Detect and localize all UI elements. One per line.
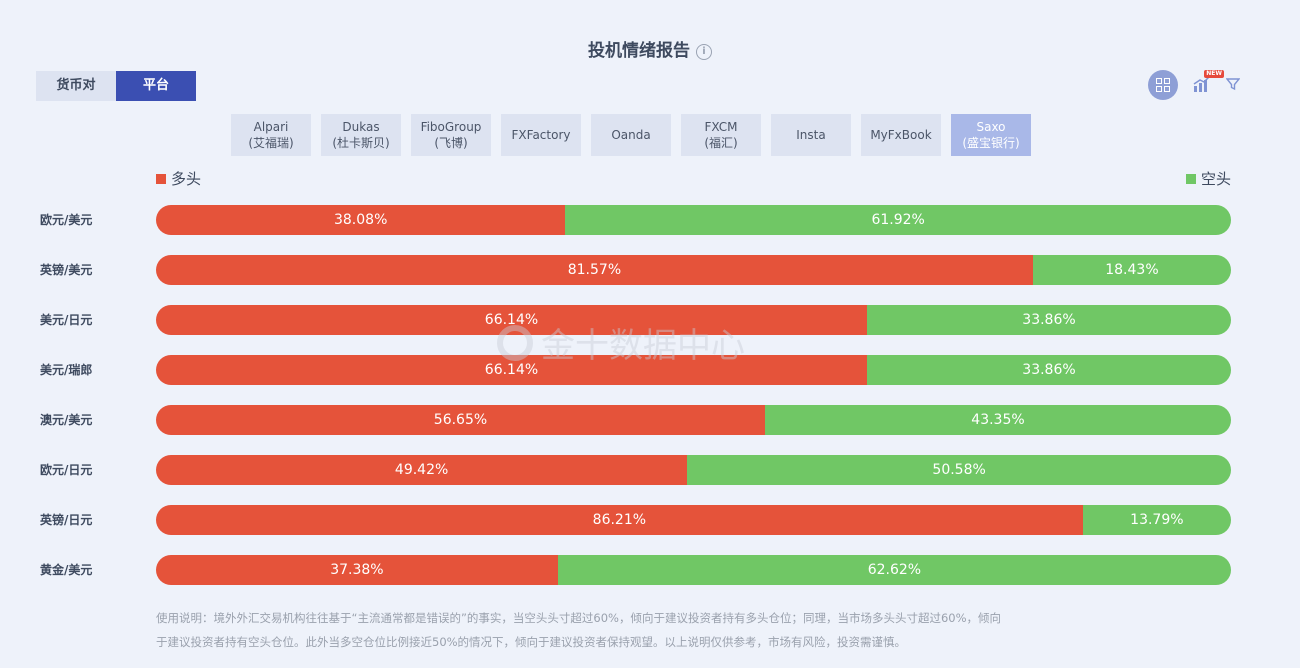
category-label: 欧元/日元 [40, 463, 93, 477]
legend-short-label: 空头 [1200, 170, 1231, 188]
legend-long: 多头 [156, 168, 201, 189]
platform-tab-myfxbook[interactable]: MyFxBook [861, 114, 941, 156]
bar-short-segment[interactable]: 61.92% [565, 205, 1231, 235]
bar-short-segment[interactable]: 43.35% [764, 405, 1231, 435]
sentiment-bar-row: 81.57% 18.43% [156, 255, 1231, 285]
usage-note-line: 于建议投资者持有空头仓位。此外当多空仓位比例接近50%的情况下，倾向于建议投资者… [156, 635, 907, 649]
legend-long-label: 多头 [171, 170, 202, 188]
bar-short-segment[interactable]: 62.62% [557, 555, 1231, 585]
sentiment-bar-row: 56.65% 43.35% [156, 405, 1231, 435]
platform-tab-saxo[interactable]: Saxo (盛宝银行) [951, 114, 1031, 156]
category-label: 美元/日元 [40, 313, 93, 327]
tab-platform[interactable]: 平台 [116, 71, 196, 101]
page-title: 投机情绪报告 i [0, 36, 1300, 61]
platform-tab-dukas[interactable]: Dukas (杜卡斯贝) [321, 114, 401, 156]
category-label: 英镑/美元 [40, 263, 93, 277]
sentiment-bar-row: 66.14% 33.86% [156, 355, 1231, 385]
page-title-text: 投机情绪报告 [588, 41, 690, 61]
platform-tab-oanda[interactable]: Oanda [591, 114, 671, 156]
bar-long-segment[interactable]: 66.14% [156, 305, 867, 335]
platform-tabs: Alpari (艾福瑞) Dukas (杜卡斯贝) FiboGroup (飞博) FX… [231, 114, 1041, 156]
filter-icon[interactable] [1225, 76, 1241, 95]
bar-long-segment[interactable]: 38.08% [156, 205, 566, 235]
platform-tab-fxcm[interactable]: FXCM (福汇) [681, 114, 761, 156]
sentiment-bar-row: 66.14% 33.86% [156, 305, 1231, 335]
category-label: 英镑/日元 [40, 513, 93, 527]
platform-subname: (福汇) [704, 136, 738, 150]
view-toggle: 货币对 平台 [36, 71, 196, 101]
tab-currency-pair[interactable]: 货币对 [36, 71, 116, 101]
platform-subname: (飞博) [434, 136, 468, 150]
sentiment-bar-row: 38.08% 61.92% [156, 205, 1231, 235]
platform-tab-fxfactory[interactable]: FXFactory [501, 114, 581, 156]
platform-name: Dukas [342, 120, 380, 134]
platform-name: Saxo [976, 120, 1006, 134]
platform-subname: (艾福瑞) [248, 136, 294, 150]
new-badge: NEW [1204, 70, 1224, 78]
platform-name: FXFactory [511, 128, 571, 142]
bar-short-segment[interactable]: 33.86% [867, 355, 1231, 385]
usage-note: 使用说明：境外外汇交易机构往往基于“主流通常都是错误的”的事实，当空头头寸超过6… [156, 606, 1076, 654]
bar-long-segment[interactable]: 81.57% [156, 255, 1033, 285]
platform-name: FiboGroup [420, 120, 482, 134]
bar-short-segment[interactable]: 33.86% [867, 305, 1231, 335]
category-label: 欧元/美元 [40, 213, 93, 227]
sentiment-bar-row: 49.42% 50.58% [156, 455, 1231, 485]
legend-long-swatch [156, 173, 166, 184]
platform-subname: (盛宝银行) [962, 136, 1020, 150]
bar-long-segment[interactable]: 86.21% [156, 505, 1083, 535]
platform-name: Oanda [611, 128, 651, 142]
info-circle-icon[interactable]: i [696, 44, 712, 60]
bar-long-segment[interactable]: 49.42% [156, 455, 688, 485]
bar-long-segment[interactable]: 37.38% [156, 555, 558, 585]
platform-name: MyFxBook [870, 128, 932, 142]
category-label: 黄金/美元 [40, 563, 93, 577]
platform-tab-insta[interactable]: Insta [771, 114, 851, 156]
toolbar-icons: NEW [1148, 70, 1241, 100]
usage-note-line: 使用说明：境外外汇交易机构往往基于“主流通常都是错误的”的事实，当空头头寸超过6… [156, 611, 1002, 625]
platform-subname: (杜卡斯贝) [332, 136, 390, 150]
bar-long-segment[interactable]: 66.14% [156, 355, 867, 385]
platform-tab-fibogroup[interactable]: FiboGroup (飞博) [411, 114, 491, 156]
legend-short-swatch [1185, 173, 1196, 184]
bar-short-segment[interactable]: 50.58% [687, 455, 1231, 485]
sentiment-bar-row: 86.21% 13.79% [156, 505, 1231, 535]
legend-short: 空头 [1185, 168, 1231, 189]
bar-short-segment[interactable]: 18.43% [1032, 255, 1231, 285]
platform-name: Insta [796, 128, 826, 142]
platform-tab-alpari[interactable]: Alpari (艾福瑞) [231, 114, 311, 156]
platform-name: Alpari [253, 120, 289, 134]
category-label: 澳元/美元 [40, 413, 93, 427]
bar-short-segment[interactable]: 13.79% [1082, 505, 1231, 535]
grid-view-icon[interactable] [1148, 70, 1178, 100]
platform-name: FXCM [704, 120, 738, 134]
chart-new-icon[interactable]: NEW [1192, 70, 1224, 96]
category-label: 美元/瑞郎 [40, 363, 93, 377]
sentiment-bar-row: 37.38% 62.62% [156, 555, 1231, 585]
bar-long-segment[interactable]: 56.65% [156, 405, 765, 435]
